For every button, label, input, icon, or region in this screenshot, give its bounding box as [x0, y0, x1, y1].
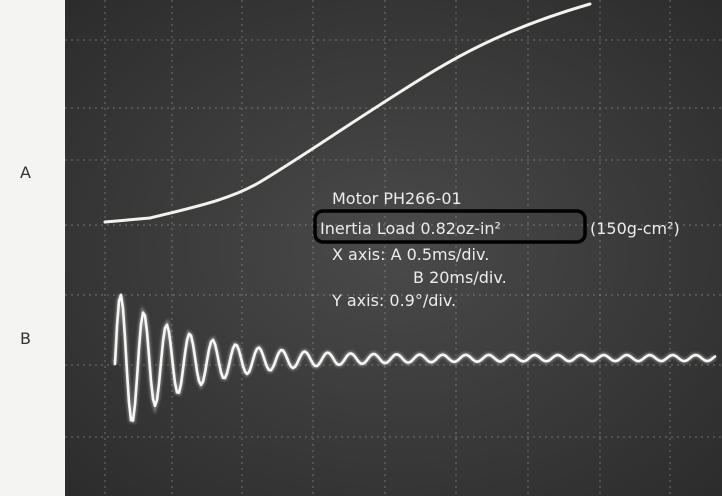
trace-label: B [20, 329, 31, 348]
trace-b-glow [112, 294, 717, 424]
grid [65, 0, 722, 496]
annotation: Inertia Load 0.82oz-in² [320, 219, 501, 238]
highlight-box [313, 209, 587, 244]
trace-a [103, 2, 592, 224]
annotation: Motor PH266-01 [332, 189, 462, 208]
annotation: (150g-cm²) [590, 219, 680, 238]
scope-screen [65, 0, 722, 496]
traces [103, 2, 717, 424]
trace-label: A [20, 163, 31, 182]
annotation: B 20ms/div. [413, 268, 507, 287]
annotation: Y axis: 0.9°/div. [331, 291, 456, 310]
annotation: X axis: A 0.5ms/div. [332, 245, 489, 264]
